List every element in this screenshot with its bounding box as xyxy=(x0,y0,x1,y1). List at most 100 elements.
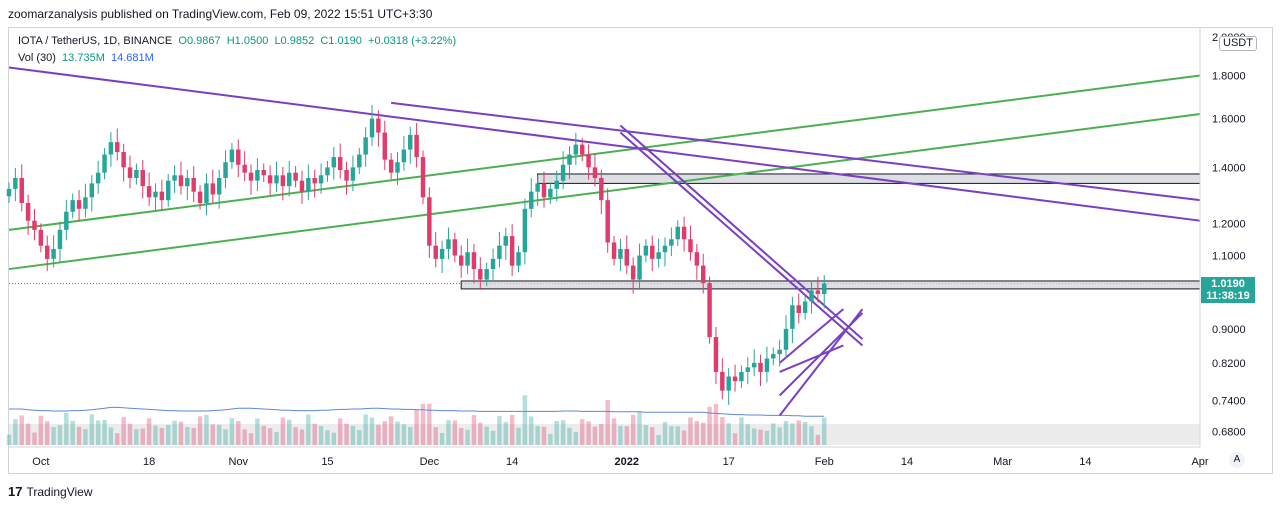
last-price-value: 1.0190 xyxy=(1211,278,1245,290)
volume-bar xyxy=(822,417,827,445)
candle-body xyxy=(688,239,693,253)
candles-layer xyxy=(6,104,827,405)
candle-body xyxy=(637,255,642,280)
volume-bar xyxy=(51,426,56,445)
candle-body xyxy=(427,197,432,246)
candle-body xyxy=(312,177,317,184)
candle-body xyxy=(675,226,680,240)
volume-bar xyxy=(681,430,687,445)
volume-bar xyxy=(650,427,655,445)
candle-body xyxy=(758,362,763,372)
volume-bar xyxy=(44,421,50,445)
volume-bar xyxy=(815,434,821,445)
candle-body xyxy=(83,197,88,209)
y-tick-label: 1.8000 xyxy=(1212,71,1246,83)
candle-body xyxy=(790,305,795,329)
volume-bar xyxy=(146,418,152,445)
volume-bar xyxy=(669,426,674,445)
candle-body xyxy=(32,220,37,230)
volume-bar xyxy=(165,424,171,445)
candle-body xyxy=(783,328,789,350)
volume-bar xyxy=(439,432,445,445)
volume-bar xyxy=(408,427,413,445)
candle-body xyxy=(669,239,674,246)
volume-bar xyxy=(153,425,158,445)
candle-body xyxy=(732,376,738,382)
candle-body xyxy=(643,245,649,256)
candle-body xyxy=(771,354,776,359)
volume-bar xyxy=(159,427,165,445)
volume-bar xyxy=(267,428,273,445)
purple-trendline-6 xyxy=(779,308,844,364)
candle-body xyxy=(134,170,139,178)
footer-brand[interactable]: 17 TradingView xyxy=(8,484,93,499)
candle-body xyxy=(630,265,636,280)
candle-body xyxy=(159,191,165,201)
purple-trendline-7 xyxy=(779,344,844,373)
volume-bar xyxy=(401,424,407,445)
candle-body xyxy=(618,248,623,259)
volume-bar xyxy=(675,426,680,445)
candle-body xyxy=(395,162,400,173)
volume-legend[interactable]: Vol (30) 13.735M 14.681M xyxy=(18,52,154,64)
candle-body xyxy=(216,177,222,195)
candle-body xyxy=(796,305,801,313)
candle-body xyxy=(408,134,413,150)
volume-bar xyxy=(771,423,776,445)
volume-ma-value: 14.681M xyxy=(110,52,154,64)
candle-body xyxy=(586,154,591,168)
candle-body xyxy=(89,183,95,198)
candle-body xyxy=(357,154,362,168)
purple-trendline-0 xyxy=(8,66,1201,222)
candle-body xyxy=(478,269,483,280)
volume-bar xyxy=(274,432,279,445)
x-tick-label: Nov xyxy=(229,456,249,468)
x-tick-label: Apr xyxy=(1191,456,1208,468)
green-trendline-1 xyxy=(8,74,1201,231)
auto-scale-button[interactable]: A xyxy=(1229,452,1245,468)
purple-trendline-3 xyxy=(619,131,864,347)
candle-body xyxy=(236,149,241,165)
candle-body xyxy=(802,301,808,313)
ohlc-low: L0.9852 xyxy=(274,35,315,47)
volume-bar xyxy=(25,423,31,445)
currency-badge[interactable]: USDT xyxy=(1219,36,1257,51)
volume-bar xyxy=(376,424,381,445)
volume-value: 13.735M xyxy=(62,52,105,64)
candle-body xyxy=(388,159,394,173)
candle-body xyxy=(121,152,126,168)
symbol-legend[interactable]: IOTA / TetherUS, 1D, BINANCE O0.9867 H1.… xyxy=(18,35,456,47)
volume-bar xyxy=(344,423,349,445)
candle-body xyxy=(70,200,75,212)
volume-bar xyxy=(560,420,566,445)
volume-bar xyxy=(140,428,145,445)
volume-bar xyxy=(102,419,107,445)
volume-bar xyxy=(89,414,95,445)
volume-bar xyxy=(764,430,770,445)
candle-body xyxy=(223,162,228,178)
candle-body xyxy=(178,175,184,187)
volume-bar xyxy=(248,433,254,445)
volume-bar xyxy=(503,422,509,445)
candle-body xyxy=(554,180,559,189)
axis-layer: 2.00001.80001.60001.40001.20001.10000.90… xyxy=(9,28,1246,468)
volume-bar xyxy=(191,427,196,445)
volume-bar xyxy=(293,427,298,445)
candle-body xyxy=(127,167,133,178)
volume-bar xyxy=(796,420,801,445)
y-tick-label: 0.9000 xyxy=(1212,324,1246,336)
drawings-layer xyxy=(8,66,1201,417)
volume-bar xyxy=(777,427,782,445)
volume-bar xyxy=(427,403,432,445)
volume-bar xyxy=(242,429,247,445)
volume-bar xyxy=(382,421,387,445)
candle-body xyxy=(656,252,661,259)
volume-bar xyxy=(420,404,426,445)
candle-body xyxy=(745,367,751,372)
volume-bar xyxy=(108,427,114,445)
candle-body xyxy=(439,248,445,259)
candle-body xyxy=(764,358,770,372)
volume-bar xyxy=(497,415,502,445)
candle-body xyxy=(713,337,719,372)
